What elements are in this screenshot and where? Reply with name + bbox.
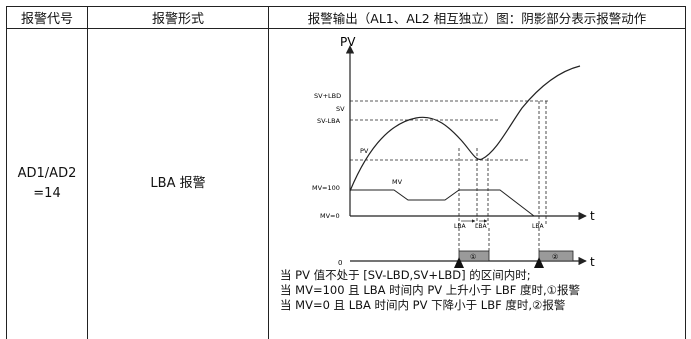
pv-curve-label: PV [360,147,369,155]
sv-minus-label: SV-LBA [317,117,341,125]
trigger-arrow-2 [534,257,544,268]
header-alarm-code: 报警代号 [20,12,73,27]
note-line-3: 当 MV=0 且 LBA 时间内 PV 下降小于 LBF 度时,②报警 [280,298,566,312]
table-col-divider-2 [268,6,269,339]
time-axis-label: t [590,209,595,223]
alarm-time-label: t [590,255,595,268]
mv100-label: MV=100 [312,184,340,192]
sv-label: SV [336,105,345,113]
table-header-divider [6,28,686,29]
header-alarm-form: 报警形式 [151,12,204,27]
pv-curve [349,65,581,192]
alarm-block-1 [458,250,490,262]
mv-curve-label: MV [392,178,403,186]
note-line-1: 当 PV 值不处于 [SV-LBD,SV+LBD] 的区间内时; [280,268,531,282]
table-border-top [6,6,686,7]
sv-plus-label: SV+LBD [314,92,341,100]
lba-label-1: LBA [454,223,466,230]
alarm-code-line2: =14 [33,186,61,201]
table-border-right [685,6,686,339]
mv0-label: MV=0 [320,212,340,220]
alarm-block-2 [538,250,574,262]
alarm-code-cell: AD1/AD2 =14 [7,29,87,339]
header-alarm-output: 报警输出（AL1、AL2 相互独立）图：阴影部分表示报警动作 [307,11,647,26]
table-border-left [6,6,7,339]
lba-label-2: LBA [475,223,487,230]
alarm-code-line1: AD1/AD2 [17,166,77,181]
alarm-zero-label: 0 [338,259,342,267]
pv-axis-label: PV [340,35,356,49]
trigger-arrow-1 [454,257,464,268]
alarm-marker-1: ① [470,253,476,261]
table-col-divider-1 [87,6,88,339]
mv-curve [350,189,580,217]
note-line-2: 当 MV=100 且 LBA 时间内 PV 上升小于 LBF 度时,①报警 [280,283,580,297]
lba-alarm-diagram: PV t SV+LBD SV SV-LBA PV MV=100 MV=0 MV … [312,35,595,268]
lba-label-3: LBA [532,223,544,230]
alarm-marker-2: ② [552,253,558,261]
alarm-notes: 当 PV 值不处于 [SV-LBD,SV+LBD] 的区间内时; 当 MV=10… [280,268,580,313]
alarm-form-cell: LBA 报警 [150,176,206,191]
